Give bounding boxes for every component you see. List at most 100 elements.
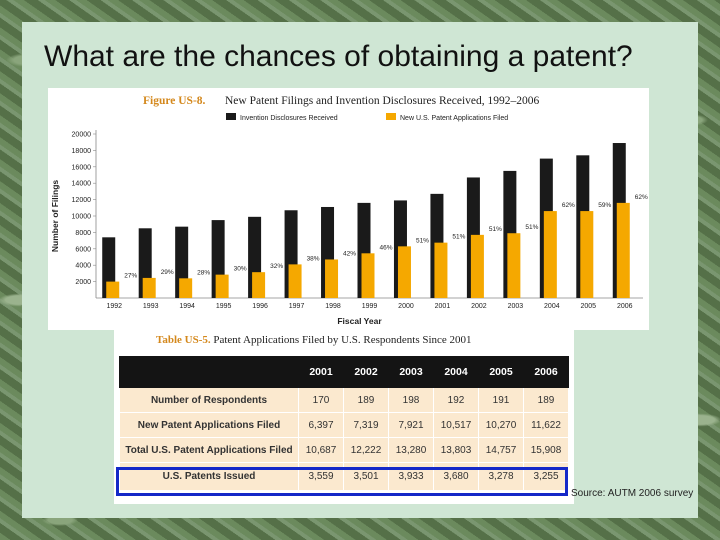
x-tick-label: 2006 (617, 303, 633, 310)
legend-swatch (386, 113, 396, 120)
bar-data-label: 32% (270, 263, 283, 270)
table-header-year: 2001 (298, 356, 344, 388)
table-cell: 191 (478, 387, 524, 413)
table-cell: 13,803 (433, 437, 479, 463)
bar-data-label: 51% (452, 234, 465, 241)
bar-data-label: 30% (234, 266, 247, 273)
bar-data-label: 51% (489, 226, 502, 233)
bar-data-label: 51% (416, 237, 429, 244)
bar-data-label: 62% (635, 194, 648, 201)
table-cell: 189 (523, 387, 569, 413)
x-tick-label: 2001 (435, 303, 451, 310)
y-tick-label: 18000 (72, 148, 92, 155)
table-cell: 7,319 (343, 412, 389, 438)
table-cell: 15,908 (523, 437, 569, 463)
table-cell: 10,687 (298, 437, 344, 463)
legend-swatch (226, 113, 236, 120)
bar-patent-applications (543, 211, 557, 298)
x-axis-label: Fiscal Year (337, 316, 382, 326)
table-header-year: 2005 (478, 356, 524, 388)
patent-table: 2001 2002 2003 2004 2005 2006 Number of … (119, 356, 569, 491)
x-tick-label: 2003 (508, 303, 524, 310)
bar-data-label: 29% (161, 269, 174, 276)
y-tick-label: 6000 (75, 246, 91, 253)
bar-data-label: 42% (343, 250, 356, 257)
bar-patent-applications (142, 277, 156, 298)
table-cell: 10,270 (478, 412, 524, 438)
table-cell: 192 (433, 387, 479, 413)
chart-figure-label: Figure US-8. (143, 95, 206, 107)
bar-patent-applications (288, 264, 302, 298)
table-cell: 11,622 (523, 412, 569, 438)
x-tick-label: 1996 (252, 303, 268, 310)
patent-table-card: Table US-5. Patent Applications Filed by… (114, 330, 574, 504)
row-label: New Patent Applications Filed (119, 412, 299, 438)
bar-data-label: 38% (307, 255, 320, 262)
highlight-box (116, 467, 568, 496)
bar-patent-applications (397, 246, 411, 298)
bar-patent-applications (179, 278, 193, 298)
table-header-blank (119, 356, 299, 388)
bar-patent-applications (106, 281, 120, 298)
x-tick-label: 1998 (325, 303, 341, 310)
table-cell: 10,517 (433, 412, 479, 438)
x-tick-label: 2004 (544, 303, 560, 310)
legend-label: Invention Disclosures Received (240, 115, 338, 122)
table-row: Total U.S. Patent Applications Filed 10,… (119, 437, 569, 463)
legend-label: New U.S. Patent Applications Filed (400, 115, 508, 122)
chart-svg: Figure US-8. New Patent Filings and Inven… (50, 95, 648, 326)
y-tick-label: 12000 (72, 197, 92, 204)
bar-patent-applications (361, 253, 375, 298)
bar-patent-applications (252, 272, 266, 298)
table-cell: 7,921 (388, 412, 434, 438)
y-tick-label: 16000 (72, 164, 92, 171)
y-tick-label: 14000 (72, 181, 92, 188)
bar-patent-applications (325, 259, 339, 298)
x-tick-label: 1999 (362, 303, 378, 310)
x-tick-label: 2000 (398, 303, 414, 310)
table-cell: 198 (388, 387, 434, 413)
x-tick-label: 1997 (289, 303, 305, 310)
source-note: Source: AUTM 2006 survey (571, 488, 694, 499)
table-cell: 6,397 (298, 412, 344, 438)
x-tick-label: 1995 (216, 303, 232, 310)
y-tick-label: 4000 (75, 263, 91, 270)
bar-data-label: 51% (525, 224, 538, 231)
table-header-year: 2003 (388, 356, 434, 388)
x-tick-label: 1993 (143, 303, 159, 310)
x-tick-label: 1992 (106, 303, 122, 310)
table-cell: 14,757 (478, 437, 524, 463)
y-tick-label: 10000 (72, 214, 92, 221)
bar-chart: Figure US-8. New Patent Filings and Inven… (48, 88, 649, 330)
table-header-year: 2002 (343, 356, 389, 388)
table-header-year: 2004 (433, 356, 479, 388)
bar-data-label: 28% (197, 269, 210, 276)
table-cell: 170 (298, 387, 344, 413)
bar-patent-applications (470, 234, 484, 298)
y-axis-label: Number of Filings (50, 180, 60, 253)
table-cell: 3,501 (343, 462, 389, 491)
bar-patent-applications (507, 233, 521, 298)
x-tick-label: 1994 (179, 303, 195, 310)
y-tick-label: 20000 (72, 132, 92, 139)
bar-data-label: 27% (124, 273, 137, 280)
table-cell: 189 (343, 387, 389, 413)
row-label: Total U.S. Patent Applications Filed (119, 437, 299, 463)
table-caption-text: Patent Applications Filed by U.S. Respon… (213, 334, 472, 346)
table-row: Number of Respondents 170 189 198 192 19… (119, 387, 569, 413)
table-header-row: 2001 2002 2003 2004 2005 2006 (119, 356, 569, 388)
table-caption: Table US-5. Patent Applications Filed by… (156, 334, 472, 346)
table-cell: 12,222 (343, 437, 389, 463)
x-tick-label: 2002 (471, 303, 487, 310)
table-caption-label: Table US-5. (156, 334, 211, 346)
bar-data-label: 59% (598, 202, 611, 209)
bar-patent-applications (434, 242, 448, 298)
table-header-year: 2006 (523, 356, 569, 388)
table-row: New Patent Applications Filed 6,397 7,31… (119, 412, 569, 438)
slide-title: What are the chances of obtaining a pate… (44, 40, 633, 73)
chart-title: New Patent Filings and Invention Disclos… (225, 95, 540, 107)
y-tick-label: 8000 (75, 230, 91, 237)
bar-data-label: 62% (562, 202, 575, 209)
bar-patent-applications (616, 202, 630, 298)
table-cell: 13,280 (388, 437, 434, 463)
